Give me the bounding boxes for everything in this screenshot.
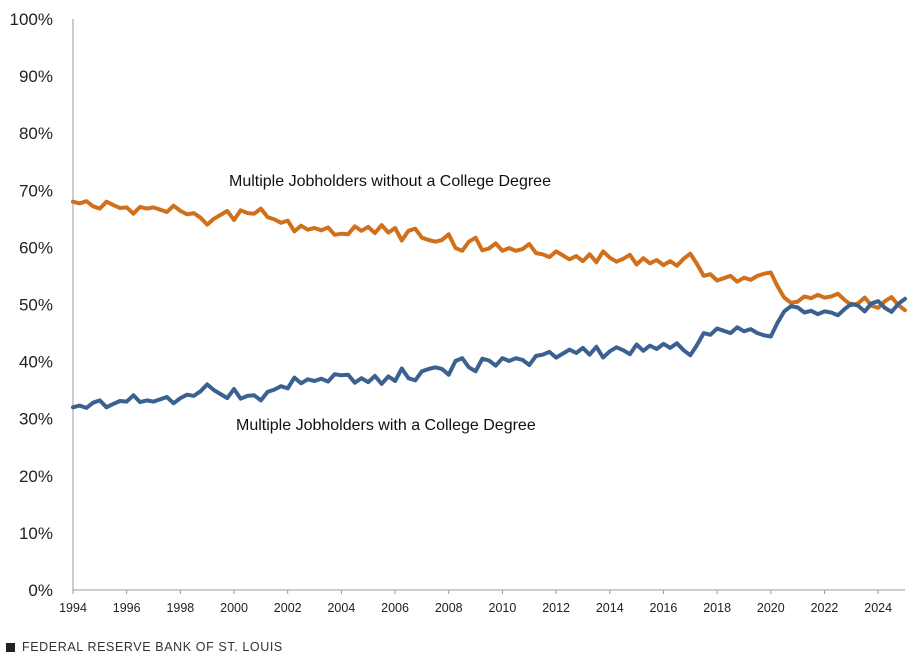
x-tick-label: 2006 — [381, 601, 409, 615]
y-tick-label: 10% — [19, 524, 53, 543]
x-tick-label: 2012 — [542, 601, 570, 615]
x-tick-label: 1998 — [166, 601, 194, 615]
x-tick-label: 1994 — [59, 601, 87, 615]
x-tick-label: 2018 — [703, 601, 731, 615]
x-tick-label: 2008 — [435, 601, 463, 615]
x-tick-label: 2004 — [327, 601, 355, 615]
x-tick-label: 2016 — [650, 601, 678, 615]
series-annotation-with-degree: Multiple Jobholders with a College Degre… — [236, 417, 536, 434]
series-layer — [71, 199, 907, 410]
y-tick-label: 100% — [10, 10, 53, 29]
x-tick-label: 2014 — [596, 601, 624, 615]
footer-source: FEDERAL RESERVE BANK OF ST. LOUIS — [22, 640, 283, 654]
y-tick-label: 40% — [19, 353, 53, 372]
x-tick-label: 2002 — [274, 601, 302, 615]
x-tick-label: 1996 — [113, 601, 141, 615]
y-tick-label: 80% — [19, 124, 53, 143]
series-line-with-degree — [71, 296, 907, 410]
y-tick-label: 30% — [19, 410, 53, 429]
series-annotation-without-degree: Multiple Jobholders without a College De… — [229, 173, 551, 190]
y-tick-label: 90% — [19, 67, 53, 86]
y-tick-label: 70% — [19, 181, 53, 200]
footer: FEDERAL RESERVE BANK OF ST. LOUIS — [6, 640, 283, 654]
square-icon — [6, 642, 15, 652]
x-tick-label: 2022 — [811, 601, 839, 615]
y-tick-label: 50% — [19, 296, 53, 315]
y-tick-label: 20% — [19, 467, 53, 486]
y-tick-label: 0% — [28, 581, 53, 600]
x-tick-label: 2010 — [489, 601, 517, 615]
x-tick-label: 2020 — [757, 601, 785, 615]
y-tick-label: 60% — [19, 238, 53, 257]
y-axis-ticks: 0% 10% 20% 30% 40% 50% 60% 70% 80% 90% 100% — [10, 10, 53, 600]
x-axis-ticks: 1994 1996 1998 2000 2002 2004 2006 2008 2010 2012… — [59, 590, 892, 615]
series-line-without-degree — [71, 199, 907, 313]
x-tick-label: 2000 — [220, 601, 248, 615]
line-chart: 0%10%20%30%40%50%60%70%80%90%100% 1994 19… — [10, 10, 907, 615]
axes — [72, 19, 905, 591]
x-tick-label: 2024 — [864, 601, 892, 615]
